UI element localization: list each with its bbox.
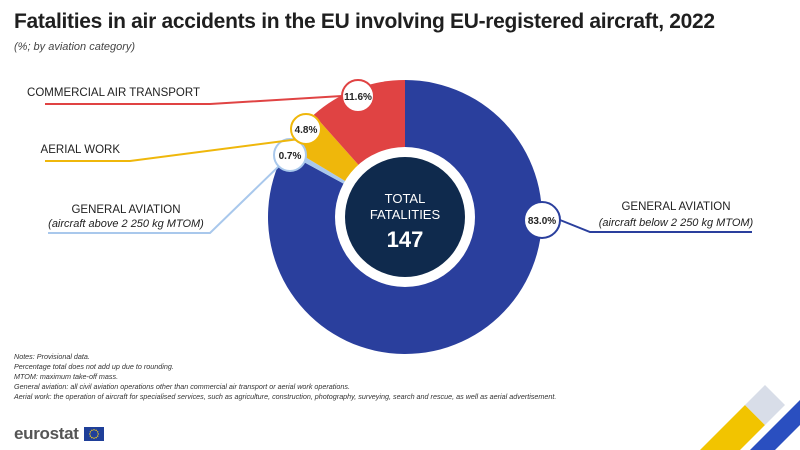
flag-star bbox=[89, 435, 91, 437]
eurostat-logo-text: eurostat bbox=[14, 424, 79, 443]
data-label: 0.7% bbox=[279, 151, 302, 162]
value-bubble bbox=[290, 113, 322, 145]
flag-star bbox=[88, 433, 91, 435]
callout-line bbox=[45, 138, 296, 162]
value-bubble bbox=[341, 79, 375, 113]
center-circle bbox=[345, 157, 465, 277]
flag-star bbox=[90, 436, 93, 439]
note-line: Percentage total does not add up due to … bbox=[14, 362, 174, 371]
callout-line bbox=[559, 219, 752, 233]
flag-star bbox=[96, 431, 99, 433]
slice-name-label: COMMERCIAL AIR TRANSPORT bbox=[27, 87, 200, 99]
flag-star bbox=[92, 437, 95, 439]
data-label: 4.8% bbox=[295, 125, 318, 136]
chart-notes: Notes: Provisional data. Percentage tota… bbox=[14, 352, 614, 402]
note-line: General aviation: all civil aviation ope… bbox=[14, 382, 350, 391]
slice-detail-label: (aircraft below 2 250 kg MTOM) bbox=[599, 217, 754, 229]
note-line: MTOM: maximum take-off mass. bbox=[14, 372, 119, 381]
slice-name-label: GENERAL AVIATION bbox=[71, 204, 180, 216]
chart-title: Fatalities in air accidents in the EU in… bbox=[14, 10, 715, 33]
value-bubble bbox=[523, 201, 561, 239]
note-line: Notes: Provisional data. bbox=[14, 352, 90, 361]
center-label: TOTAL bbox=[385, 191, 426, 206]
flag-star bbox=[92, 429, 95, 431]
flag-star bbox=[89, 431, 91, 433]
data-label: 11.6% bbox=[344, 92, 372, 103]
flag-star bbox=[95, 436, 97, 439]
value-bubble bbox=[273, 138, 307, 172]
slice-name-label: GENERAL AVIATION bbox=[621, 201, 730, 213]
data-label: 83.0% bbox=[528, 216, 556, 227]
eu-flag-icon bbox=[83, 427, 104, 441]
note-line: Aerial work: the operation of aircraft f… bbox=[14, 392, 557, 401]
flag-star bbox=[97, 433, 99, 435]
eurostat-logo: eurostat bbox=[14, 424, 104, 444]
flag-star bbox=[96, 435, 99, 437]
slice-detail-label: (aircraft above 2 250 kg MTOM) bbox=[48, 218, 204, 230]
callout-line bbox=[48, 165, 280, 234]
chart-subtitle: (%; by aviation category) bbox=[14, 41, 136, 53]
flag-star bbox=[90, 429, 93, 432]
center-label: FATALITIES bbox=[370, 207, 441, 222]
slice-name-label: AERIAL WORK bbox=[41, 144, 121, 156]
center-value: 147 bbox=[387, 227, 424, 252]
decorative-stripes bbox=[700, 385, 800, 450]
flag-star bbox=[95, 429, 97, 432]
callout-line bbox=[45, 95, 343, 105]
